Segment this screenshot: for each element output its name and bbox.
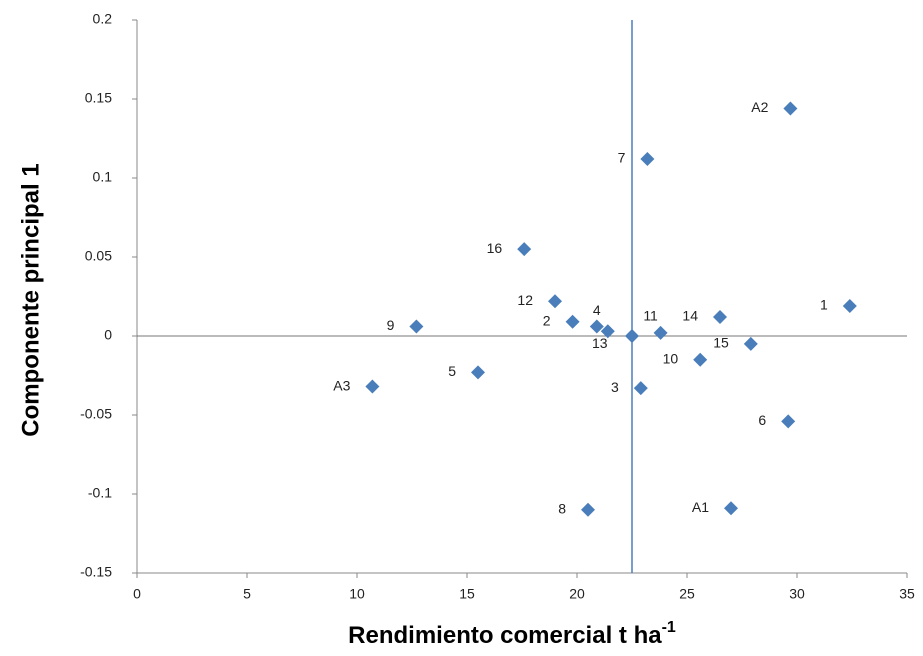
point bbox=[743, 336, 758, 351]
x-tick-label: 5 bbox=[243, 586, 251, 602]
y-tick-label: 0.05 bbox=[85, 248, 112, 264]
point-label: 1 bbox=[820, 297, 828, 313]
y-tick-label: -0.05 bbox=[80, 406, 112, 422]
point-label: 6 bbox=[758, 412, 766, 428]
point-label: 2 bbox=[543, 312, 551, 328]
y-tick-label: 0.15 bbox=[85, 90, 112, 106]
point-label: 10 bbox=[663, 350, 679, 366]
point-label: A1 bbox=[692, 499, 709, 515]
point bbox=[781, 414, 796, 429]
point bbox=[713, 310, 727, 325]
y-tick-label: 0.2 bbox=[93, 11, 113, 27]
point bbox=[640, 152, 655, 167]
point-label: A3 bbox=[333, 377, 350, 393]
y-tick-label: 0.1 bbox=[93, 169, 113, 185]
y-tick-label: -0.1 bbox=[88, 485, 112, 501]
x-tick-label: 20 bbox=[569, 586, 585, 602]
point-label: 14 bbox=[682, 308, 698, 324]
point-label: 9 bbox=[387, 317, 395, 333]
point-label: 7 bbox=[618, 150, 626, 166]
point-label: 11 bbox=[643, 308, 658, 324]
point-label: 16 bbox=[487, 240, 503, 256]
point bbox=[581, 502, 595, 517]
y-tick-label: -0.15 bbox=[80, 564, 112, 580]
point bbox=[565, 314, 580, 329]
y-axis-title: Componente principal 1 bbox=[17, 163, 44, 436]
x-axis-title-sup: -1 bbox=[662, 619, 676, 636]
point-label: 13 bbox=[592, 335, 608, 351]
point bbox=[409, 319, 424, 334]
point-label: 12 bbox=[517, 292, 533, 308]
x-axis-title: Rendimiento comercial t ha-1 bbox=[348, 619, 676, 649]
point bbox=[365, 379, 380, 394]
x-axis-title-main: Rendimiento comercial t ha bbox=[348, 622, 662, 649]
point bbox=[548, 294, 562, 309]
point-label: A2 bbox=[751, 99, 768, 115]
x-tick-label: 0 bbox=[133, 586, 141, 602]
x-tick-label: 15 bbox=[459, 586, 475, 602]
point-label: 15 bbox=[713, 335, 729, 351]
point bbox=[724, 501, 738, 516]
point-label: 3 bbox=[611, 379, 619, 395]
point bbox=[589, 319, 604, 334]
point bbox=[517, 242, 532, 257]
point-label: 4 bbox=[593, 302, 601, 318]
y-tick-label: 0 bbox=[104, 327, 112, 343]
x-tick-label: 30 bbox=[789, 586, 805, 602]
point-label: 8 bbox=[558, 501, 566, 517]
point bbox=[693, 352, 708, 367]
x-tick-label: 10 bbox=[349, 586, 365, 602]
point bbox=[842, 298, 857, 313]
x-tick-label: 35 bbox=[899, 586, 915, 602]
point-label: 5 bbox=[448, 363, 456, 379]
point bbox=[653, 325, 668, 340]
point bbox=[633, 381, 648, 396]
point bbox=[625, 329, 639, 343]
point bbox=[600, 324, 615, 339]
point bbox=[783, 101, 798, 116]
x-tick-label: 25 bbox=[679, 586, 695, 602]
point bbox=[471, 365, 485, 380]
